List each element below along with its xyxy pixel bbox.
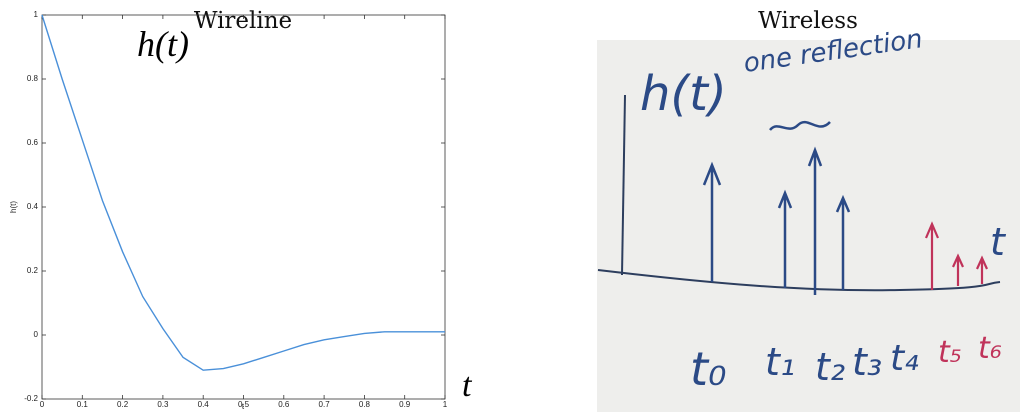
x-tick-label: 0.5 <box>238 400 250 409</box>
handwriting: h(t) <box>640 66 727 122</box>
slide: Wireline Wireless h(t) t t h(t) h(t) one… <box>0 0 1020 412</box>
y-axis-label: h(t) <box>9 201 18 213</box>
x-tick-label: 0.4 <box>198 400 210 409</box>
x-tick-label: 1 <box>443 400 448 409</box>
handwriting: t₄ <box>890 338 919 379</box>
y-tick-label: 0.6 <box>27 138 39 147</box>
y-tick-label: 0.4 <box>27 202 39 211</box>
page: {"chart_data": {"type": "line", "title":… <box>0 0 1020 412</box>
x-tick-label: 0.9 <box>399 400 411 409</box>
y-tick-label: 0.2 <box>27 266 39 275</box>
handwriting: t₀ <box>690 342 726 396</box>
x-tick-label: 0.8 <box>359 400 371 409</box>
panel-title: Wireless <box>758 8 858 34</box>
y-tick-label: 1 <box>34 10 39 19</box>
handwriting: t₃ <box>852 340 882 384</box>
line <box>42 15 445 370</box>
y-tick-label: -0.2 <box>24 394 38 403</box>
x-tick-label: 0.6 <box>278 400 290 409</box>
y-tick-label: 0 <box>34 330 39 339</box>
x-tick-label: 0.7 <box>319 400 331 409</box>
annotation: t <box>462 367 473 404</box>
whiteboard-photo: h(t) one reflection t t₀ t₁ t₂ t₃ t₄ t₅ … <box>597 24 1020 412</box>
handwriting: t₅ <box>938 335 962 370</box>
chart-title: Wireline <box>194 8 292 34</box>
x-tick-label: 0 <box>40 400 45 409</box>
plot-frame <box>42 15 445 399</box>
y-tick-label: 0.8 <box>27 74 39 83</box>
x-tick-label: 0.1 <box>77 400 89 409</box>
handwriting: t <box>990 220 1007 264</box>
handwriting: t₂ <box>815 345 845 389</box>
handwriting: t₁ <box>765 340 795 384</box>
x-tick-label: 0.2 <box>117 400 129 409</box>
x-tick-label: 0.3 <box>157 400 169 409</box>
handwriting: t₆ <box>978 331 1002 366</box>
annotation: h(t) <box>137 24 189 64</box>
